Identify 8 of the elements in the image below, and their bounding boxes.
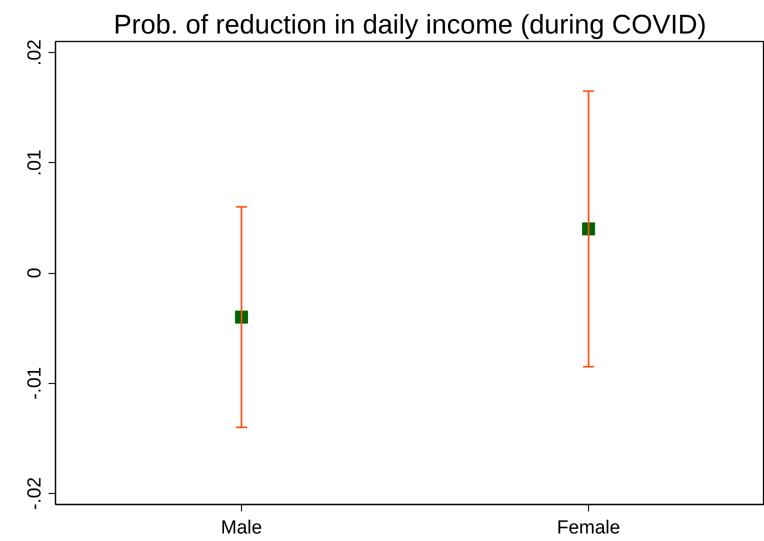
x-tick-label: Male (220, 518, 262, 538)
y-tick-label: -.02 (24, 477, 46, 510)
y-tick-label: .02 (24, 39, 46, 66)
y-tick-label: .01 (24, 150, 46, 176)
y-tick-label: 0 (24, 268, 46, 278)
y-tick-label: -.01 (24, 366, 46, 400)
chart-title: Prob. of reduction in daily income (during COVID) (114, 10, 706, 40)
x-tick-label: Female (556, 518, 620, 538)
